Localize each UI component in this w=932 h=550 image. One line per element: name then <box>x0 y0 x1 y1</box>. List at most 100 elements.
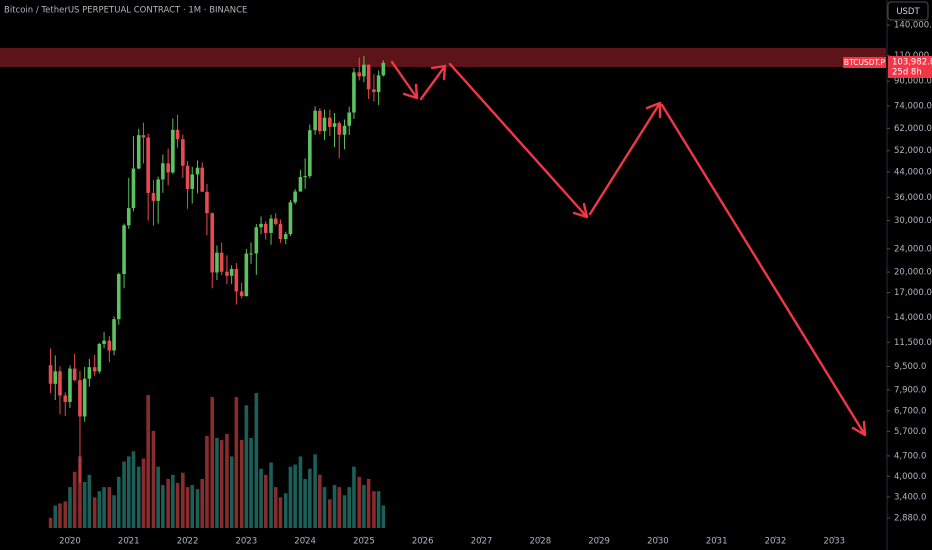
candle-body <box>308 130 312 177</box>
volume-bar <box>156 466 160 528</box>
candle-body <box>254 227 259 254</box>
volume-bar <box>362 485 366 528</box>
candle-body <box>322 117 327 132</box>
y-tick-label: 7,900.0 <box>894 385 926 395</box>
candle-body <box>357 72 362 77</box>
y-tick-label: 17,000.0 <box>894 288 932 298</box>
price-label: 103,982.8 <box>892 58 932 68</box>
candle-body <box>141 135 146 138</box>
candle-body <box>112 319 116 351</box>
volume-bar <box>381 505 386 528</box>
volume-bar <box>175 483 180 528</box>
candle-body <box>269 218 273 233</box>
candle-body <box>347 112 352 126</box>
y-tick-label: 6,700.0 <box>894 406 926 416</box>
candle-body <box>107 340 112 351</box>
volume-bar <box>283 493 288 528</box>
volume-bar <box>102 487 106 528</box>
volume-bar <box>322 487 327 528</box>
volume-bar <box>376 491 381 528</box>
candle-body <box>185 165 190 189</box>
candle-body <box>372 89 376 93</box>
x-tick-label: 2033 <box>823 537 845 547</box>
y-tick-label: 74,000.0 <box>894 101 932 111</box>
volume-bar <box>278 497 283 528</box>
volume-bar <box>318 474 322 528</box>
volume-bar <box>308 468 312 528</box>
volume-bar <box>366 478 371 528</box>
y-tick-label: 3,400.0 <box>894 492 926 502</box>
candle-body <box>146 137 150 193</box>
x-tick-label: 2026 <box>412 537 434 547</box>
candle-body <box>229 268 234 276</box>
volume-bar <box>141 458 146 528</box>
volume-bar <box>259 468 263 528</box>
candle-body <box>87 367 92 379</box>
y-tick-label: 5,700.0 <box>894 427 926 437</box>
candle-body <box>225 271 229 276</box>
candle-body <box>313 110 317 131</box>
candle-body <box>342 125 347 135</box>
symbol-box <box>843 57 886 68</box>
volume-bar <box>210 397 215 528</box>
currency-button[interactable] <box>887 1 929 21</box>
candle-body <box>92 367 97 372</box>
volume-bar <box>215 438 219 528</box>
candle-body <box>259 223 263 228</box>
resistance-zone <box>0 48 886 67</box>
volume-bar <box>225 433 229 528</box>
candle-body <box>234 268 239 292</box>
candle-body <box>278 223 283 240</box>
candle-body <box>288 202 293 235</box>
volume-bar <box>116 476 121 528</box>
volume-bar <box>107 487 112 528</box>
candle-body <box>273 218 278 224</box>
y-tick-label: 11,500.0 <box>894 338 932 348</box>
volume-bar <box>82 481 87 528</box>
volume-bar <box>171 474 175 528</box>
volume-bar <box>151 430 156 528</box>
y-tick-label: 36,000.0 <box>894 193 932 203</box>
y-tick-label: 4,000.0 <box>894 472 926 482</box>
price-tag: BTCUSDT.P 103,982.8 25d 8h <box>843 56 932 78</box>
candle-body <box>126 208 131 226</box>
volume-bar <box>328 499 332 528</box>
x-tick-label: 2022 <box>177 537 199 547</box>
arrow <box>448 62 589 219</box>
price-axis: 140,000.0110,000.090,000.074,000.062,000… <box>59 0 932 550</box>
candle-body <box>293 191 297 203</box>
candle-body <box>239 291 244 297</box>
y-tick-label: 62,000.0 <box>894 124 932 134</box>
candle-body <box>263 223 268 233</box>
candle-body <box>318 110 322 132</box>
arrow <box>419 64 447 101</box>
volume-bar <box>347 487 352 528</box>
volume-bar <box>244 405 249 528</box>
volume-bar <box>372 491 376 528</box>
candle-body <box>175 129 180 140</box>
volume-bar <box>263 474 268 528</box>
volume-bar <box>122 461 126 528</box>
volume-bar <box>357 476 362 528</box>
volume-bar <box>298 456 303 528</box>
volume-bar <box>58 503 62 528</box>
candle-body <box>97 343 102 372</box>
candle-body <box>72 368 77 381</box>
x-tick-label: 2030 <box>647 537 669 547</box>
currency-label[interactable]: USDT <box>896 7 920 17</box>
volume-bar <box>72 471 77 528</box>
volume-bar <box>229 456 234 528</box>
x-tick-label: 2031 <box>706 537 728 547</box>
candle-body <box>249 253 253 255</box>
x-tick-label: 2021 <box>118 537 140 547</box>
projection-arrows <box>390 60 867 437</box>
x-tick-label: 2020 <box>59 537 81 547</box>
candle-body <box>68 368 72 402</box>
marks <box>48 56 386 528</box>
volume-bar <box>146 395 150 528</box>
x-tick-label: 2032 <box>765 537 787 547</box>
candle-body <box>190 174 195 189</box>
volume-bar <box>53 505 58 528</box>
candle-body <box>352 72 356 113</box>
